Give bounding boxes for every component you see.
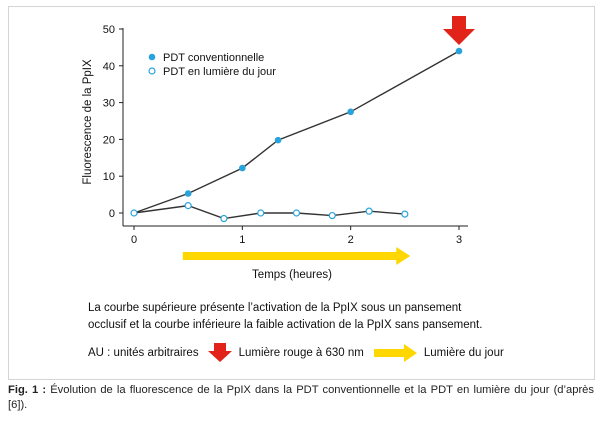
data-point xyxy=(257,209,265,217)
data-point xyxy=(455,47,463,55)
x-tick-label: 3 xyxy=(456,234,462,246)
data-point xyxy=(239,164,246,172)
data-point xyxy=(347,108,354,116)
caption-label: Fig. 1 : xyxy=(8,384,47,396)
series-line-1 xyxy=(133,50,460,214)
y-tick-label: 20 xyxy=(103,134,115,146)
legend-marker-filled xyxy=(148,53,156,61)
legend-label: PDT en lumière du jour xyxy=(163,66,276,78)
y-tick-label: 30 xyxy=(103,98,115,110)
x-axis-label: Temps (heures) xyxy=(252,269,332,281)
y-tick-label: 0 xyxy=(109,208,115,220)
series-line-2 xyxy=(133,204,405,220)
bottom-legend: AU : unités arbitraires Lumière rouge à … xyxy=(88,343,504,363)
x-tick-label: 2 xyxy=(348,234,354,246)
description-line-1: La courbe supérieure présente l’activati… xyxy=(88,302,462,314)
data-point xyxy=(292,209,301,217)
data-point xyxy=(130,209,138,217)
red-light-label: Lumière rouge à 630 nm xyxy=(238,347,364,359)
chart: 0 10 20 30 40 50 0 1 2 3 Fluorescence de la PpIX Te… xyxy=(82,16,475,281)
x-tick-label: 1 xyxy=(239,234,245,246)
legend-label: PDT conventionnelle xyxy=(163,52,264,64)
legend-marker-open xyxy=(148,67,156,75)
data-point xyxy=(220,214,228,223)
x-tick-label: 0 xyxy=(131,234,137,246)
y-tick-label: 10 xyxy=(103,171,115,183)
y-tick-label: 50 xyxy=(103,24,115,36)
y-tick-label: 40 xyxy=(103,61,115,73)
description-line-2: occlusif et la courbe inférieure la faib… xyxy=(88,319,483,331)
yellow-arrow-icon xyxy=(373,344,417,362)
data-point xyxy=(184,190,192,197)
red-arrow-icon xyxy=(207,343,232,362)
figure-panel xyxy=(8,6,595,380)
figure-caption: Fig. 1 : Évolution de la fluorescence de… xyxy=(8,383,594,413)
daylight-arrow xyxy=(182,247,411,265)
data-point xyxy=(184,202,192,210)
data-point xyxy=(401,210,409,218)
red-arrow xyxy=(443,16,475,45)
au-note: AU : unités arbitraires xyxy=(88,347,199,359)
data-point xyxy=(328,211,336,220)
data-point xyxy=(365,207,373,215)
caption-text: Évolution de la fluorescence de la PpIX … xyxy=(8,384,594,411)
data-point xyxy=(274,136,282,144)
daylight-label: Lumière du jour xyxy=(423,347,504,359)
y-axis-label: Fluorescence de la PpIX xyxy=(82,59,94,185)
